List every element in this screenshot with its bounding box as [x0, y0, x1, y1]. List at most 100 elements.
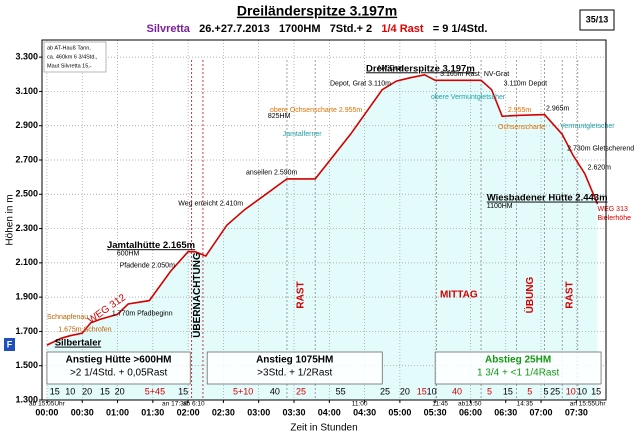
duration-label: 15 [50, 386, 60, 396]
point-label: Silbertaler [55, 338, 102, 349]
point-label: 2.620m [588, 165, 612, 172]
phase-sublabel: >3Std. + 1/2Rast [257, 368, 332, 379]
x-tick-label: 04:00 [318, 407, 341, 417]
band-label: ÜBUNG [523, 276, 536, 313]
y-tick-label: 3.100 [15, 86, 38, 96]
y-tick-label: 2.900 [15, 120, 38, 130]
clock-label: an 15:55Uhr [570, 401, 607, 408]
y-tick-label: 1.300 [15, 394, 38, 404]
note: Maut Silvretta 15,- [47, 63, 92, 69]
phase-sublabel: 1 3/4 + <1 1/4Rast [477, 368, 560, 379]
point-label: 2.965m [546, 105, 570, 112]
chart-title: Dreiländerspitze 3.197m [237, 3, 397, 19]
point-label: Schnapfenau [47, 314, 88, 321]
point-label: 600HM [117, 250, 140, 257]
x-tick-label: 02:30 [212, 407, 235, 417]
clock-label: 14:35 [517, 401, 534, 408]
y-tick-label: 3.300 [15, 52, 38, 62]
subtitle-part: 1/4 Rast [381, 23, 424, 35]
phase-label: Anstieg 1075HM [256, 355, 333, 366]
clock-label: ab13:50 [458, 401, 482, 408]
duration-label: 5 [487, 386, 492, 396]
point-label: 1100HM [487, 203, 513, 210]
x-tick-label: 03:00 [247, 407, 270, 417]
duration-label: 10 [65, 386, 75, 396]
note: ca. 460km 6 3/4Std., [47, 54, 98, 60]
subtitle: Silvretta 26.+27.7.2013 1700HM 7Std.+ 2 … [147, 23, 488, 35]
duration-label: 15 [591, 386, 601, 396]
x-tick-label: 07:00 [530, 407, 553, 417]
x-tick-label: 01:30 [141, 407, 164, 417]
phase-box [206, 351, 383, 385]
point-label: Ochsenscharte [498, 124, 545, 131]
point-label: 2.955m [508, 107, 532, 114]
x-axis-label: Zeit in Stunden [290, 423, 357, 434]
profile-area [46, 74, 598, 401]
point-label: Depot, Grat 3.110m [330, 81, 391, 88]
x-tick-label: 01:00 [106, 407, 129, 417]
point-label: Pfadende 2.050m [120, 262, 175, 269]
x-tick-label: 05:30 [424, 407, 447, 417]
notes-box [43, 41, 107, 73]
point-label: 1.675m Schrofen [58, 327, 111, 334]
duration-label: 25 [550, 386, 560, 396]
y-tick-label: 1.700 [15, 326, 38, 336]
band-label: RAST [296, 281, 307, 308]
point-label: Vermuntgletscher [560, 123, 615, 130]
duration-label: 55 [336, 386, 346, 396]
y-tick-label: 1.500 [15, 360, 38, 370]
duration-label: 15 [417, 386, 427, 396]
subtitle-part: 7Std.+ 2 [330, 23, 373, 35]
y-tick-label: 2.500 [15, 189, 38, 199]
point-label: Dreiländerspitze 3.197m [366, 63, 475, 74]
x-tick-label: 05:00 [388, 407, 411, 417]
profile-line [46, 73, 599, 346]
clock-label: an 17:30 [162, 401, 188, 408]
y-tick-label: 2.100 [15, 257, 38, 267]
point-label: 825HM [268, 113, 291, 120]
point-label: Bielerhöhe [598, 215, 632, 222]
page-number-box [579, 9, 615, 31]
clock-label: ab 15:05Uhr [29, 401, 66, 408]
clock-label: ab 6:10 [183, 401, 205, 408]
duration-label: 5+10 [233, 386, 253, 396]
duration-label: 15 [178, 386, 188, 396]
duration-label: 20 [82, 386, 92, 396]
phase-label: Anstieg Hütte >600HM [66, 355, 172, 366]
duration-label: 40 [452, 386, 462, 396]
duration-label: 25 [380, 386, 390, 396]
duration-label: 15 [100, 386, 110, 396]
phase-box [434, 351, 602, 385]
duration-label: 5 [543, 386, 548, 396]
subtitle-part: 26.+27.7.2013 [199, 23, 270, 35]
y-axis-label: Höhen in m [5, 194, 16, 245]
clock-label: 11:45 [432, 401, 448, 408]
point-label: Jamtalferner [283, 131, 323, 138]
point-label: 3.110m Depot [504, 81, 548, 88]
duration-label: 20 [115, 386, 125, 396]
plot-frame [41, 39, 607, 401]
x-tick-label: 06:30 [494, 407, 517, 417]
point-label: Wiesbadener Hütte 2.443m [487, 193, 608, 204]
x-tick-label: 07:30 [565, 407, 588, 417]
duration-label: 40 [270, 386, 280, 396]
duration-label: 10 [566, 386, 576, 396]
subtitle-part: 1700HM [279, 23, 321, 35]
x-tick-label: 02:00 [177, 407, 200, 417]
x-tick-label: 04:30 [353, 407, 376, 417]
x-tick-label: 06:00 [459, 407, 482, 417]
point-label: 1.770m Pfadbeginn [112, 310, 173, 317]
subtitle-part: Silvretta [147, 23, 191, 35]
x-tick-label: 03:30 [282, 407, 305, 417]
point-label: 3.165m Rast [440, 71, 480, 78]
phase-label: Abstieg 25HM [485, 355, 551, 366]
duration-label: 10 [577, 386, 587, 396]
note: ab AT-Hauß Tann, [47, 45, 91, 51]
marker-box [4, 338, 15, 351]
y-tick-label: 1.900 [15, 292, 38, 302]
band-label: RAST [565, 281, 576, 308]
duration-label: 5+45 [145, 386, 165, 396]
y-tick-label: 2.300 [15, 223, 38, 233]
duration-label: 10 [427, 386, 437, 396]
